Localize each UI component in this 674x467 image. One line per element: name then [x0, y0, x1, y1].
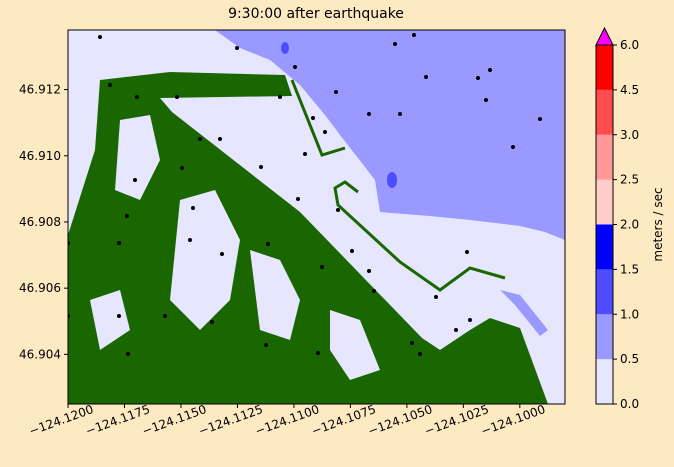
- colorbar-tick-label: 3.0: [620, 128, 639, 142]
- colorbar-tick-label: 1.0: [620, 307, 639, 321]
- colorbar-extend: [595, 26, 614, 46]
- colorbar-tick-label: 2.5: [620, 173, 639, 187]
- x-tick-label: −124.1125: [197, 402, 265, 438]
- x-tick-label: −124.1100: [253, 402, 321, 438]
- x-tick-label: −124.1000: [479, 402, 547, 438]
- land-gap: [170, 190, 240, 330]
- colorbar-band: [596, 359, 613, 404]
- land-gap: [330, 310, 380, 380]
- y-tick-label: 46.904: [19, 347, 61, 361]
- land: [68, 72, 548, 404]
- colorbar-band: [596, 269, 613, 315]
- colorbar-tick-label: 4.5: [620, 83, 639, 97]
- x-tick-label: −124.1200: [27, 402, 95, 438]
- y-tick-label: 46.906: [19, 281, 61, 295]
- land-gap: [115, 115, 160, 200]
- water-moderate: [215, 30, 565, 240]
- x-tick-label: −124.1150: [140, 402, 208, 438]
- colorbar-band: [596, 45, 613, 90]
- jetty: [290, 79, 346, 157]
- plot-frame: [67, 29, 566, 405]
- colorbar-band: [596, 89, 613, 135]
- colorbar-tick-label: 1.5: [620, 262, 639, 276]
- colorbar-tick-label: 0.0: [620, 397, 639, 411]
- jetty: [333, 180, 506, 292]
- colorbar-label: meters / sec: [651, 187, 665, 261]
- colorbar-tick-label: 2.0: [620, 218, 639, 232]
- colorbar-tick-label: 6.0: [620, 38, 639, 52]
- land-gap: [250, 250, 300, 340]
- colorbar-band: [596, 314, 613, 360]
- colorbar-band: [596, 134, 613, 180]
- colorbar-band: [596, 179, 613, 225]
- water-moderate: [500, 290, 548, 336]
- y-tick-label: 46.908: [19, 215, 61, 229]
- y-tick-label: 46.910: [19, 149, 61, 163]
- x-tick-label: −124.1175: [84, 402, 152, 438]
- chart-title: 9:30:00 after earthquake: [228, 6, 404, 22]
- water-fast: [281, 42, 289, 54]
- map-area: [68, 30, 565, 404]
- x-tick-label: −124.1075: [310, 402, 378, 438]
- water-fast: [387, 172, 397, 188]
- x-tick-label: −124.1025: [423, 402, 491, 438]
- x-tick-label: −124.1050: [366, 402, 434, 438]
- land-gap: [90, 290, 130, 350]
- colorbar-band: [596, 224, 613, 270]
- y-tick-label: 46.912: [19, 83, 61, 97]
- particles: [68, 33, 542, 356]
- colorbar-tick-label: 0.5: [620, 352, 639, 366]
